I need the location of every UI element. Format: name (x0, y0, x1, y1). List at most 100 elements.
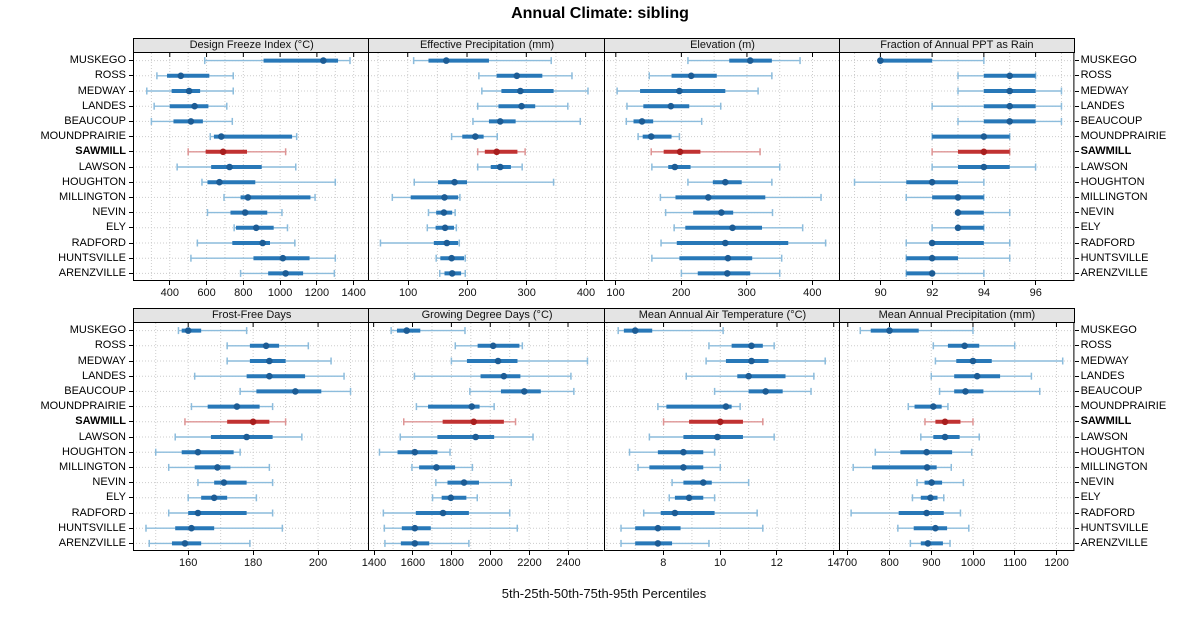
axis-tick (847, 551, 849, 555)
axis-tick (412, 551, 414, 555)
axis-tick (1035, 281, 1037, 285)
panel-fraction-of-annual-ppt-as-rain (839, 53, 1075, 281)
row-tick-right (1074, 512, 1079, 514)
row-tick-right (1074, 360, 1079, 362)
percentile-row-millington (659, 193, 822, 201)
strip-effective-precipitation-mm: Effective Precipitation (mm) (368, 38, 605, 53)
percentile-row-medway (957, 87, 1063, 95)
percentile-row-muskego (177, 327, 248, 335)
site-label-left-medway: MEDWAY (77, 354, 126, 367)
percentile-row-muskego (859, 327, 974, 335)
median-dot (217, 133, 225, 140)
median-dot (442, 224, 449, 232)
axis-tick-label: 90 (874, 287, 887, 299)
axis-tick (407, 281, 409, 285)
axis-tick-label: 400 (576, 287, 596, 299)
row-tick-right (1074, 497, 1079, 499)
axis-tick (833, 551, 835, 555)
axis-tick-label: 1100 (1003, 557, 1027, 569)
percentile-row-medway (226, 357, 332, 365)
median-dot (440, 509, 447, 517)
row-tick-right (1074, 406, 1079, 408)
strip-frost-free-days: Frost-Free Days (133, 308, 370, 323)
axis-tick (187, 551, 189, 555)
median-dot (980, 148, 988, 156)
percentile-row-millington (852, 463, 953, 471)
percentile-row-landes (193, 372, 345, 380)
percentile-row-arenzville (439, 269, 467, 277)
axis-tick-label: 300 (517, 287, 536, 299)
axis-tick-label: 700 (838, 557, 858, 569)
median-dot (721, 239, 729, 247)
percentile-row-millington (167, 463, 271, 471)
site-label-right-millington: MILLINGTON (1080, 460, 1148, 473)
percentile-row-houghton (686, 178, 773, 186)
site-label-left-muskego: MUSKEGO (69, 324, 126, 337)
median-dot (411, 524, 419, 532)
percentile-row-houghton (154, 448, 241, 456)
median-dot (762, 388, 769, 395)
percentile-row-landes (153, 102, 228, 110)
percentile-row-arenzville (148, 539, 251, 547)
percentile-row-huntsville (383, 524, 519, 532)
percentile-row-houghton (874, 448, 973, 456)
row-tick-right (1074, 181, 1079, 183)
row-tick-right (1074, 257, 1079, 259)
median-dot (226, 163, 233, 171)
median-dot (722, 403, 730, 410)
axis-tick (567, 551, 569, 555)
site-label-right-lawson: LAWSON (1080, 160, 1128, 173)
site-label-left-moundprairie: MOUNDPRAIRIE (40, 400, 126, 413)
site-label-left-landes: LANDES (81, 99, 126, 112)
row-tick-left (129, 436, 133, 438)
site-label-left-nevin: NEVIN (92, 206, 126, 219)
site-label-left-muskego: MUSKEGO (69, 54, 126, 67)
median-dot (687, 72, 695, 80)
axis-tick-label: 1200 (304, 287, 330, 299)
percentile-row-radford (167, 509, 274, 517)
axis-tick (206, 281, 208, 285)
percentile-row-sawmill (650, 148, 761, 156)
median-dot (1006, 102, 1014, 110)
panel-growing-degree-days-c (368, 323, 604, 551)
panel-elevation-m (603, 53, 840, 281)
panel-frost-free-days (133, 323, 369, 551)
median-dot (638, 118, 646, 125)
row-tick-left (129, 90, 133, 92)
median-dot (877, 57, 884, 64)
percentile-row-ely (432, 494, 479, 502)
panel-mean-annual-precipitation-mm (839, 323, 1075, 551)
row-tick-right (1074, 272, 1079, 274)
site-label-right-muskego: MUSKEGO (1080, 54, 1137, 67)
percentile-row-landes (414, 372, 573, 380)
site-label-left-lawson: LAWSON (78, 160, 126, 173)
row-tick-right (1074, 345, 1079, 347)
axis-tick-label: 800 (880, 557, 899, 569)
percentile-row-huntsville (897, 524, 970, 532)
axis-tick (662, 551, 664, 555)
row-tick-right (1074, 120, 1079, 122)
axis-tick-label: 1000 (267, 287, 293, 299)
site-label-right-arenzville: ARENZVILLE (1080, 266, 1148, 279)
percentile-row-ross (478, 72, 574, 80)
median-dot (923, 448, 931, 456)
row-tick-right (1074, 421, 1079, 423)
row-tick-left (129, 196, 133, 198)
median-dot (194, 509, 202, 517)
percentile-row-huntsville (145, 524, 284, 532)
median-dot (1006, 72, 1014, 80)
percentile-row-arenzville (680, 269, 781, 277)
row-tick-right (1074, 75, 1079, 77)
site-label-left-ely: ELY (106, 221, 126, 234)
median-dot (729, 224, 736, 232)
axis-tick-label: 2200 (517, 557, 542, 569)
median-dot (930, 403, 937, 410)
site-label-right-landes: LANDES (1080, 369, 1125, 382)
percentile-row-muskego (203, 57, 351, 65)
median-dot (713, 433, 721, 441)
site-label-right-ross: ROSS (1080, 69, 1112, 82)
median-dot (493, 148, 501, 156)
percentile-row-muskego (877, 57, 985, 65)
axis-tick-label: 800 (234, 287, 253, 299)
